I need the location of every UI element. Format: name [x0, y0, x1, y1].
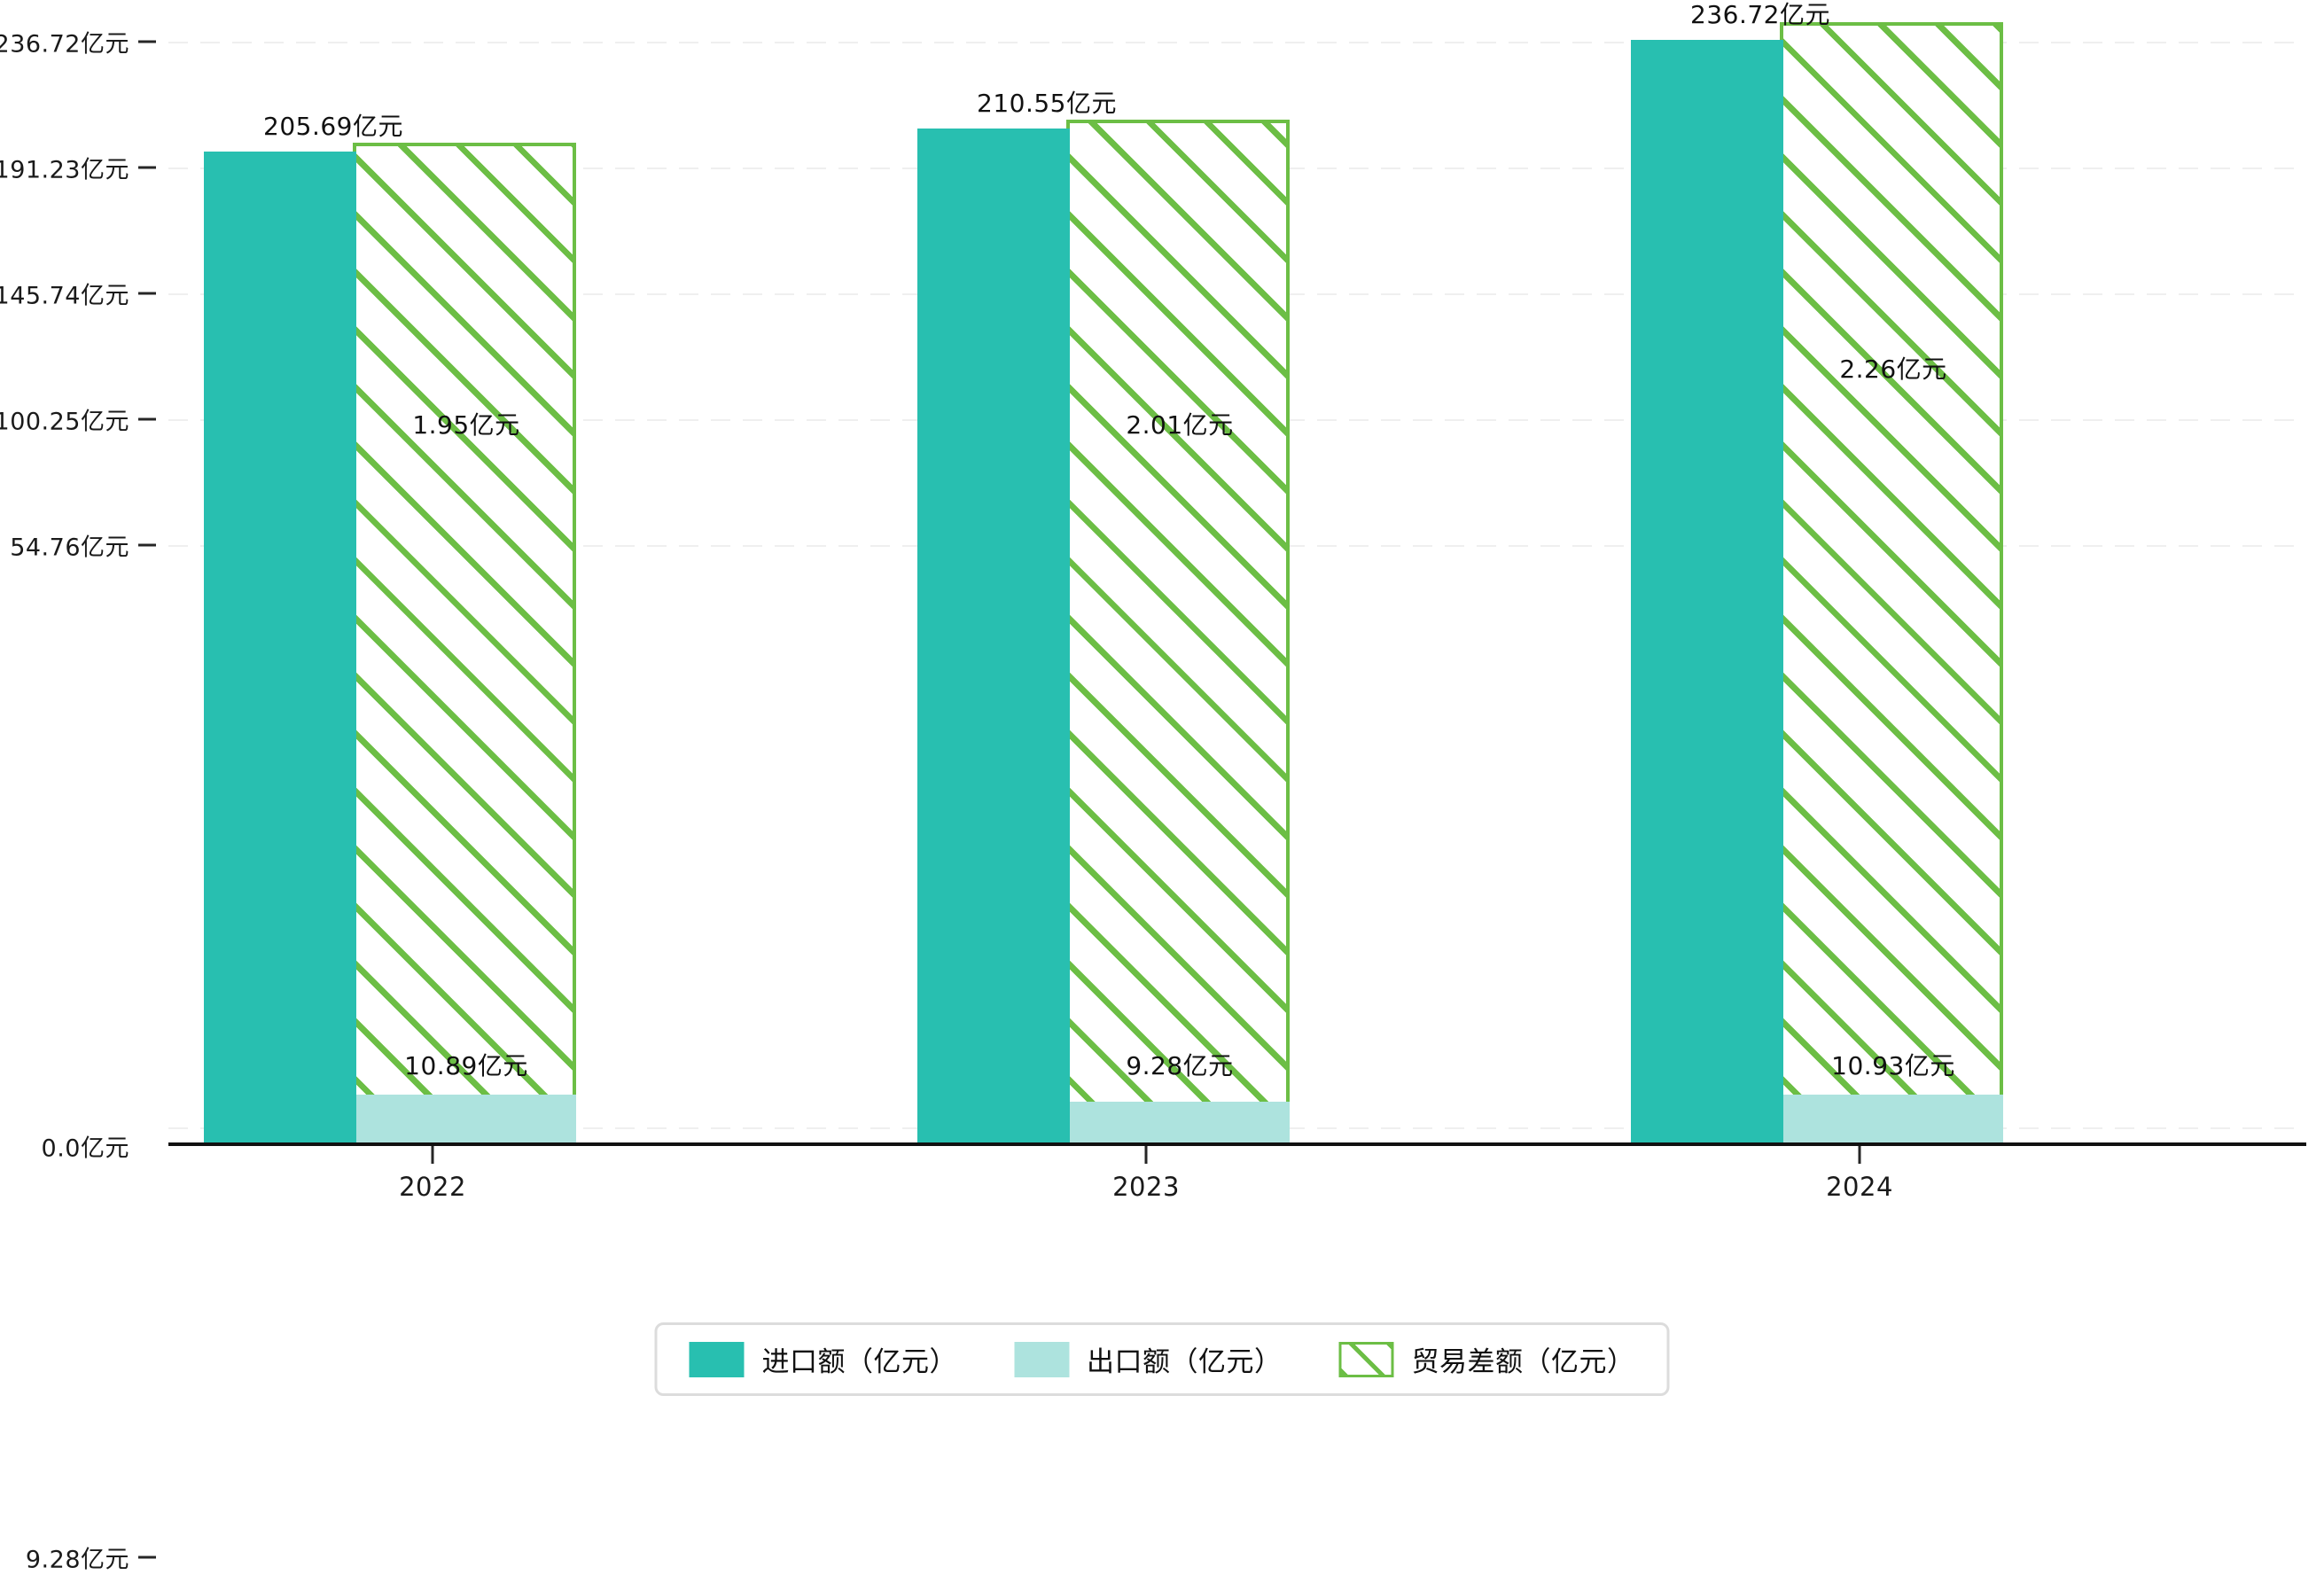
bar-export-2023[interactable]	[1070, 1102, 1290, 1146]
legend-item-balance[interactable]: 贸易差额（亿元）	[1338, 1339, 1635, 1379]
legend-swatch-hatch-icon	[1338, 1341, 1394, 1377]
y-tick-mark	[138, 292, 156, 295]
bar-label-import-2022: 205.69亿元	[263, 112, 403, 141]
y-tick-mark	[138, 417, 156, 421]
bar-import-2022[interactable]	[204, 152, 356, 1146]
legend-swatch-icon	[689, 1341, 745, 1377]
bar-group-2022: 205.69亿元 1.95亿元 10.89亿元	[204, 27, 576, 1146]
bar-label-export-2023: 9.28亿元	[1126, 1051, 1234, 1080]
y-tick-mark	[138, 166, 156, 169]
bar-export-2022[interactable]	[356, 1095, 576, 1146]
bar-label-import-2023: 210.55亿元	[977, 89, 1117, 118]
bar-export-2024[interactable]	[1783, 1095, 2003, 1146]
plot-area: 205.69亿元 1.95亿元 10.89亿元 210.55亿元 2.01亿元 …	[168, 0, 2306, 1146]
x-tick-label: 2023	[1112, 1172, 1180, 1202]
legend-item-label: 贸易差额（亿元）	[1411, 1346, 1635, 1378]
legend-item-label: 出口额（亿元）	[1087, 1346, 1283, 1378]
bar-label-import-2024: 236.72亿元	[1690, 0, 1830, 29]
bar-label-balance-2023: 2.01亿元	[1126, 410, 1234, 440]
x-tick-label: 2022	[399, 1172, 466, 1202]
y-tick-label: 191.23亿元	[0, 156, 129, 184]
y-axis: 236.72亿元 191.23亿元 145.74亿元 100.25亿元 54.7…	[0, 27, 168, 1574]
bar-label-export-2024: 10.93亿元	[1831, 1051, 1955, 1080]
bar-label-balance-2022: 1.95亿元	[412, 410, 520, 440]
legend-swatch-icon	[1014, 1341, 1069, 1377]
y-tick-mark	[138, 40, 156, 43]
bar-label-export-2022: 10.89亿元	[404, 1051, 528, 1080]
y-tick-label: 0.0亿元	[41, 1134, 129, 1163]
bar-label-balance-2024: 2.26亿元	[1839, 355, 1947, 384]
y-tick-mark	[138, 1556, 156, 1559]
y-tick-label: 100.25亿元	[0, 408, 129, 436]
bar-import-2024[interactable]	[1631, 40, 1783, 1146]
bar-balance-2024[interactable]	[1780, 22, 2003, 1146]
bar-group-2023: 210.55亿元 2.01亿元 9.28亿元	[917, 27, 1290, 1146]
bar-balance-2023[interactable]	[1066, 120, 1290, 1146]
y-tick-label: 54.76亿元	[10, 534, 129, 562]
legend-item-import[interactable]: 进口额（亿元）	[689, 1339, 958, 1379]
y-tick-label: 9.28亿元	[25, 1546, 129, 1574]
bar-group-2024: 236.72亿元 2.26亿元 10.93亿元	[1631, 0, 2003, 1146]
x-tick-mark	[1144, 1146, 1148, 1164]
x-tick-mark	[1858, 1146, 1861, 1164]
legend-item-export[interactable]: 出口额（亿元）	[1014, 1339, 1283, 1379]
x-axis-line	[168, 1142, 2306, 1146]
legend-item-label: 进口额（亿元）	[761, 1346, 957, 1378]
y-tick-label: 145.74亿元	[0, 282, 129, 310]
gridline	[168, 42, 2306, 43]
bar-balance-2022[interactable]	[353, 143, 576, 1146]
chart-legend: 进口额（亿元） 出口额（亿元） 贸易差额（亿元）	[654, 1322, 1670, 1396]
x-tick-label: 2024	[1826, 1172, 1893, 1202]
y-tick-label: 236.72亿元	[0, 30, 129, 58]
x-tick-mark	[431, 1146, 434, 1164]
bar-import-2023[interactable]	[917, 129, 1070, 1146]
y-tick-mark	[138, 543, 156, 547]
